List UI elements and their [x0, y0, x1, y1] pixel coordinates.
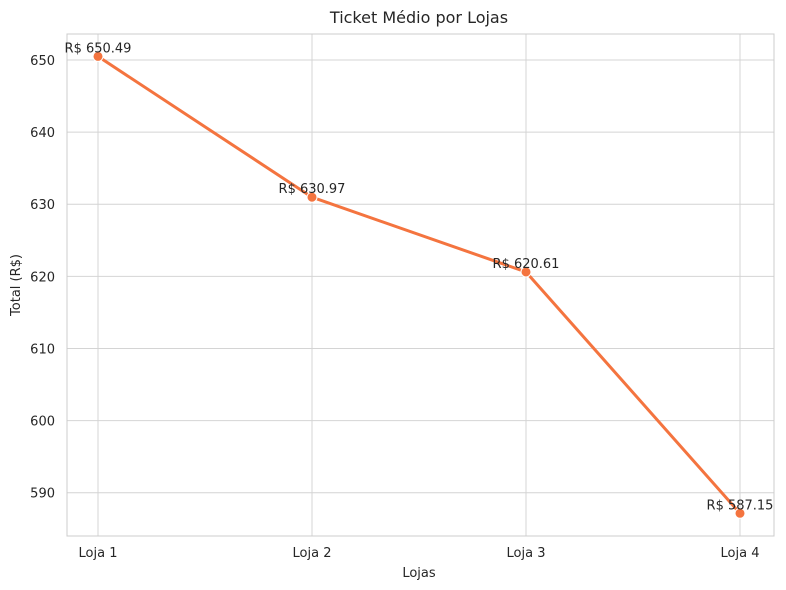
chart-title: Ticket Médio por Lojas	[329, 8, 508, 27]
data-point	[520, 266, 532, 278]
y-tick-label: 620	[30, 270, 55, 285]
grid	[67, 34, 774, 536]
data-label: R$ 620.61	[493, 257, 560, 272]
y-tick-label: 630	[30, 198, 55, 213]
y-tick-label: 640	[30, 126, 55, 141]
y-tick-label: 610	[30, 342, 55, 357]
y-tick-label: 600	[30, 415, 55, 430]
x-axis-label: Lojas	[402, 566, 436, 581]
x-tick-label: Loja 1	[79, 546, 118, 561]
x-tick-label: Loja 3	[507, 546, 546, 561]
data-point	[734, 507, 746, 519]
y-tick-label: 650	[30, 54, 55, 69]
data-labels: R$ 650.49 R$ 630.97 R$ 620.61 R$ 587.15	[65, 41, 774, 513]
x-tick-label: Loja 2	[293, 546, 332, 561]
data-label: R$ 587.15	[707, 498, 774, 513]
data-label: R$ 630.97	[279, 182, 346, 197]
data-point	[92, 50, 104, 62]
data-point	[306, 191, 318, 203]
plot-frame	[66, 33, 775, 537]
x-tick-labels: Loja 1 Loja 2 Loja 3 Loja 4	[79, 546, 760, 561]
y-axis-label: Total (R$)	[9, 254, 24, 317]
y-tick-labels: 590 600 610 620 630 640 650	[30, 54, 55, 502]
data-label: R$ 650.49	[65, 41, 132, 56]
series-line	[96, 54, 742, 515]
y-tick-label: 590	[30, 487, 55, 502]
x-tick-label: Loja 4	[721, 546, 760, 561]
series-layer	[92, 50, 746, 519]
